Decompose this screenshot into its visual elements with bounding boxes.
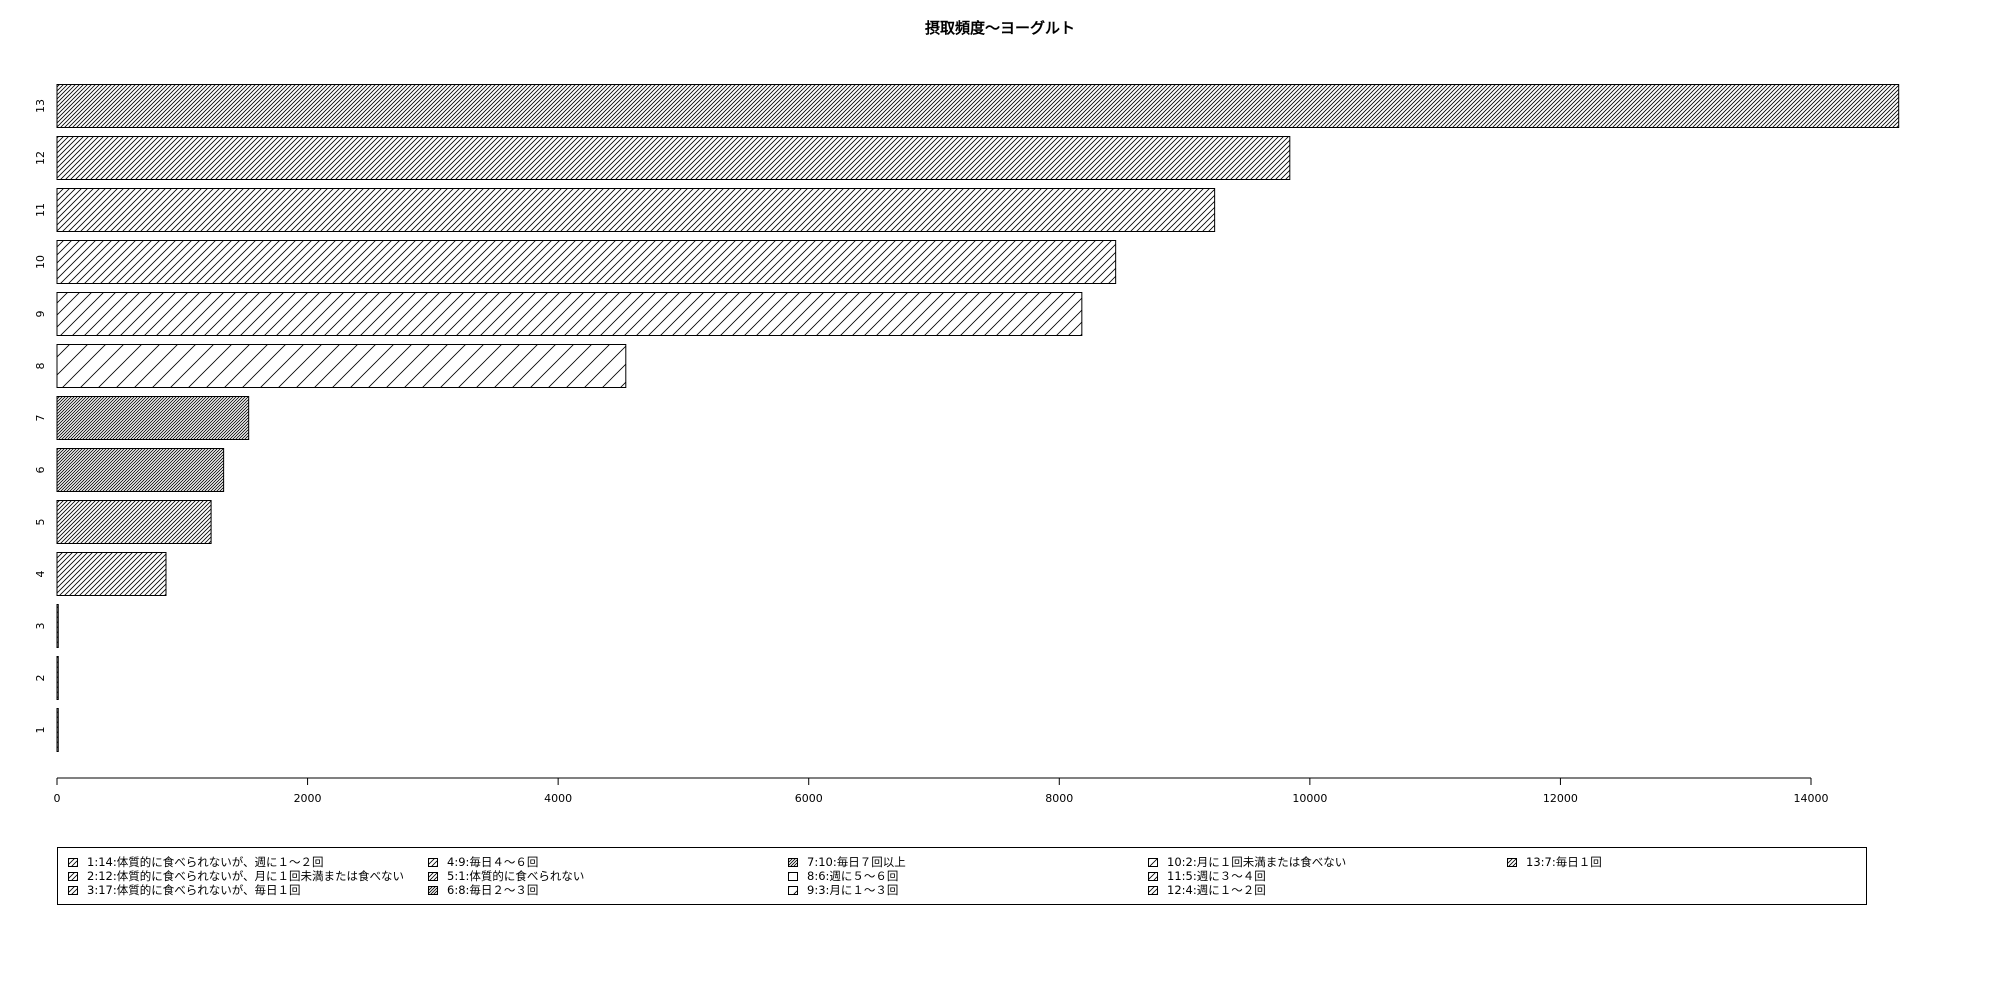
legend-label: 8:6:週に５～６回 (807, 869, 899, 883)
legend-item: 6:8:毎日２～３回 (428, 883, 538, 897)
legend-swatch (788, 885, 798, 895)
legend-item: 12:4:週に１～２回 (1148, 883, 1266, 897)
x-tick-label: 14000 (1794, 792, 1829, 805)
y-tick-label: 6 (34, 467, 47, 474)
legend-swatch (1148, 857, 1158, 867)
legend-swatch (428, 857, 438, 867)
legend-item: 8:6:週に５～６回 (788, 869, 898, 883)
bar-6 (56, 448, 225, 492)
legend-label: 12:4:週に１～２回 (1167, 883, 1266, 897)
legend-item: 5:1:体質的に食べられない (428, 869, 584, 883)
legend-swatch (1148, 885, 1158, 895)
legend-label: 7:10:毎日７回以上 (807, 855, 906, 869)
legend: 1:14:体質的に食べられないが、週に１～２回 2:12:体質的に食べられないが、… (57, 847, 1867, 905)
legend-swatch (788, 871, 798, 881)
legend-label: 9:3:月に１～３回 (807, 883, 899, 897)
legend-swatch (68, 871, 78, 881)
y-tick-label: 5 (34, 519, 47, 526)
legend-label: 1:14:体質的に食べられないが、週に１～２回 (87, 855, 324, 869)
y-tick-label: 12 (34, 151, 47, 165)
legend-item: 9:3:月に１～３回 (788, 883, 898, 897)
bar-4 (56, 552, 167, 596)
bar-8 (56, 344, 627, 388)
bar-7 (56, 396, 250, 440)
legend-label: 6:8:毎日２～３回 (447, 883, 539, 897)
legend-item: 11:5:週に３～４回 (1148, 869, 1266, 883)
bar-9 (56, 292, 1083, 336)
y-tick-label: 10 (34, 255, 47, 269)
y-tick-label: 11 (34, 203, 47, 217)
x-tick-label: 12000 (1543, 792, 1578, 805)
legend-item: 2:12:体質的に食べられないが、月に１回未満または食べない (68, 869, 404, 883)
y-tick-label: 13 (34, 99, 47, 113)
bar-2 (56, 656, 59, 700)
x-tick-label: 8000 (1045, 792, 1073, 805)
y-tick-label: 8 (34, 363, 47, 370)
bar-5 (56, 500, 212, 544)
legend-label: 10:2:月に１回未満または食べない (1167, 855, 1347, 869)
bar-12 (56, 136, 1291, 180)
legend-label: 4:9:毎日４～６回 (447, 855, 539, 869)
bar-13 (56, 84, 1900, 128)
legend-swatch (68, 857, 78, 867)
legend-item: 7:10:毎日７回以上 (788, 855, 906, 869)
x-tick-label: 2000 (294, 792, 322, 805)
y-tick-label: 7 (34, 415, 47, 422)
bars (56, 84, 1900, 752)
y-tick-label: 3 (34, 623, 47, 630)
y-tick-label: 9 (34, 311, 47, 318)
y-tick-label: 4 (34, 571, 47, 578)
legend-swatch (68, 885, 78, 895)
y-tick-label: 2 (34, 675, 47, 682)
x-tick-label: 10000 (1292, 792, 1327, 805)
bar-10 (56, 240, 1117, 284)
legend-label: 5:1:体質的に食べられない (447, 869, 585, 883)
x-tick-label: 6000 (795, 792, 823, 805)
x-tick-label: 4000 (544, 792, 572, 805)
legend-swatch (1148, 871, 1158, 881)
legend-swatch (1507, 857, 1517, 867)
bar-11 (56, 188, 1216, 232)
legend-label: 2:12:体質的に食べられないが、月に１回未満または食べない (87, 869, 404, 883)
legend-item: 10:2:月に１回未満または食べない (1148, 855, 1346, 869)
legend-label: 13:7:毎日１回 (1526, 855, 1602, 869)
y-tick-label: 1 (34, 727, 47, 734)
legend-item: 13:7:毎日１回 (1507, 855, 1602, 869)
legend-item: 4:9:毎日４～６回 (428, 855, 538, 869)
legend-swatch (428, 885, 438, 895)
bar-3 (56, 604, 59, 648)
chart-title: 摂取頻度～ヨーグルト (925, 19, 1075, 37)
legend-item: 3:17:体質的に食べられないが、毎日１回 (68, 883, 300, 897)
x-tick-label: 0 (54, 792, 61, 805)
legend-swatch (428, 871, 438, 881)
legend-label: 3:17:体質的に食べられないが、毎日１回 (87, 883, 301, 897)
legend-swatch (788, 857, 798, 867)
legend-item: 1:14:体質的に食べられないが、週に１～２回 (68, 855, 323, 869)
bar-1 (56, 708, 59, 752)
legend-label: 11:5:週に３～４回 (1167, 869, 1266, 883)
x-axis: 0 2000 4000 6000 8000 10000 12000 14000 (54, 777, 1829, 805)
